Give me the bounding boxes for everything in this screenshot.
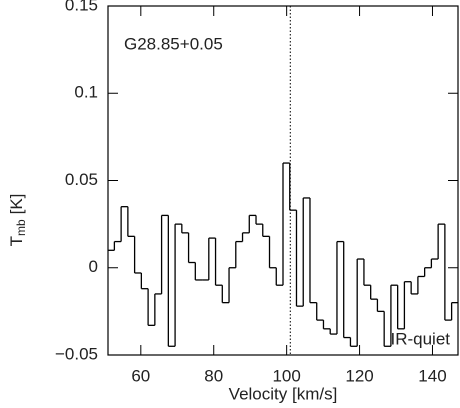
y-tick-label: 0.15 [65,0,98,14]
y-tick-label: 0.1 [74,83,98,102]
y-label-main: T [7,236,26,246]
y-label-unit: [K] [7,194,26,215]
x-tick-label: 60 [131,366,150,385]
y-label-sub: mb [14,219,28,236]
y-tick-label: −0.05 [55,344,98,363]
source-label: G28.85+0.05 [124,34,223,53]
y-tick-label: 0.05 [65,170,98,189]
y-axis-label: Tmb [K] [7,194,28,247]
x-tick-label: 120 [345,366,373,385]
class-label: IR-quiet [390,329,450,348]
x-axis-label: Velocity [km/s] [229,384,338,403]
x-tick-label: 80 [204,366,223,385]
x-tick-label: 140 [418,366,446,385]
y-tick-label: 0 [89,257,98,276]
x-tick-label: 100 [272,366,300,385]
